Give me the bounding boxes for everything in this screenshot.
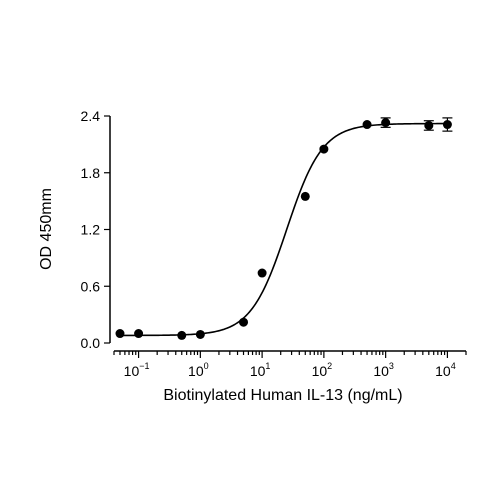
x-tick-label: 10−1 bbox=[124, 361, 150, 379]
data-point bbox=[177, 330, 187, 340]
data-point bbox=[424, 120, 434, 130]
data-point bbox=[239, 317, 249, 327]
data-point bbox=[442, 120, 452, 130]
plot-area bbox=[115, 117, 453, 340]
y-tick-label: 2.4 bbox=[81, 108, 101, 124]
x-tick-label: 100 bbox=[188, 361, 209, 379]
data-point bbox=[362, 120, 372, 130]
data-point bbox=[300, 191, 310, 201]
x-tick-label: 103 bbox=[373, 361, 394, 379]
y-tick-label: 1.8 bbox=[81, 165, 101, 181]
x-axis-label: Biotinylated Human IL-13 (ng/mL) bbox=[163, 387, 402, 404]
data-point bbox=[115, 329, 125, 339]
y-tick-label: 0.6 bbox=[81, 278, 101, 294]
data-point bbox=[257, 268, 267, 278]
x-tick-label: 102 bbox=[312, 361, 333, 379]
y-tick-label: 0.0 bbox=[81, 335, 101, 351]
data-points bbox=[115, 117, 453, 340]
fit-curve bbox=[119, 122, 448, 337]
x-tick-label: 104 bbox=[435, 361, 456, 379]
x-tick-label: 101 bbox=[250, 361, 271, 379]
y-axis-label: OD 450mm bbox=[38, 188, 55, 270]
y-axis-ticks: 0.0 0.6 1.2 1.8 2.4 bbox=[81, 108, 110, 351]
y-tick-label: 1.2 bbox=[81, 222, 101, 238]
x-axis-ticks: 10−1 100 101 102 103 104 bbox=[113, 351, 467, 379]
data-point bbox=[319, 144, 329, 154]
data-point bbox=[195, 329, 205, 339]
data-point bbox=[381, 118, 391, 128]
data-point bbox=[134, 329, 144, 339]
